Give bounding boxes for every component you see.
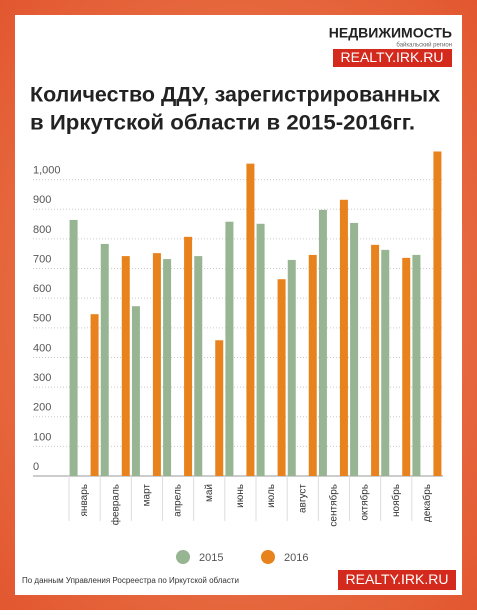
x-tick-label: декабрь xyxy=(421,484,433,522)
bar xyxy=(339,199,348,476)
source-note: По данным Управления Росреестра по Иркут… xyxy=(22,576,239,585)
bar xyxy=(371,244,380,476)
y-tick-label: 700 xyxy=(33,253,51,265)
y-tick-label: 300 xyxy=(33,372,51,384)
legend-swatch xyxy=(176,550,190,564)
y-tick-label: 500 xyxy=(33,313,51,325)
x-tick-label: январь xyxy=(79,484,90,516)
bar xyxy=(381,249,390,476)
bar xyxy=(402,257,411,476)
y-tick-label: 800 xyxy=(33,224,51,236)
y-tick-label: 0 xyxy=(33,461,39,473)
x-tick-label: ноябрь xyxy=(390,484,402,517)
bar xyxy=(318,209,327,476)
y-tick-label: 100 xyxy=(33,431,51,443)
bar xyxy=(152,253,161,476)
bar xyxy=(246,163,255,476)
y-tick-label: 1,000 xyxy=(33,165,61,177)
y-tick-label: 900 xyxy=(33,194,51,206)
bar xyxy=(194,256,203,476)
logo-name: НЕДВИЖИМОСТЬ xyxy=(329,25,452,41)
bar xyxy=(121,256,130,476)
footer-box xyxy=(338,570,456,590)
logo-box xyxy=(333,49,452,67)
x-tick-label: октябрь xyxy=(359,484,371,521)
bar xyxy=(100,243,109,476)
legend-swatch xyxy=(261,550,275,564)
footer-site: REALTY.IRK.RU xyxy=(346,571,449,587)
x-tick-label: август xyxy=(297,484,308,513)
bar xyxy=(163,259,172,476)
bar xyxy=(308,254,317,476)
bar xyxy=(433,151,442,476)
logo-site: REALTY.IRK.RU xyxy=(341,49,444,65)
bar xyxy=(131,306,140,476)
bar xyxy=(90,314,99,476)
x-tick-label: июнь xyxy=(235,484,246,508)
bar xyxy=(287,259,296,476)
x-tick-label: июль xyxy=(266,484,277,508)
x-tick-label: апрель xyxy=(173,484,184,517)
y-tick-label: 600 xyxy=(33,283,51,295)
x-tick-label: сентябрь xyxy=(328,484,340,527)
bar xyxy=(215,340,224,476)
bar xyxy=(277,279,286,476)
chart-title: Количество ДДУ, зарегистрированных xyxy=(30,84,440,107)
logo-tagline: байкальский регион xyxy=(396,42,452,49)
x-tick-label: март xyxy=(142,484,153,507)
bar xyxy=(69,219,78,476)
legend-label: 2016 xyxy=(284,552,308,564)
bar xyxy=(256,223,265,476)
bar xyxy=(412,254,421,476)
y-tick-label: 400 xyxy=(33,342,51,354)
bar xyxy=(184,236,193,476)
y-tick-label: 200 xyxy=(33,402,51,414)
legend-label: 2015 xyxy=(199,552,223,564)
bar xyxy=(350,222,359,476)
bar xyxy=(225,221,234,476)
x-tick-label: май xyxy=(204,484,215,502)
x-tick-label: февраль xyxy=(109,484,121,525)
chart-title: в Иркутской области в 2015-2016гг. xyxy=(30,112,415,135)
